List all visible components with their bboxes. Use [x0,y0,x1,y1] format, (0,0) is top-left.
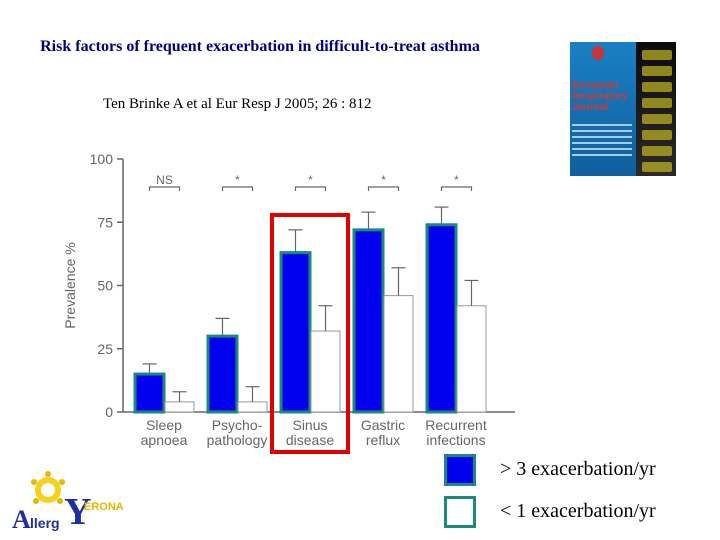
journal-cover-image: European Respiratory Journal [570,42,676,176]
x-tick-label: Sinus [292,417,327,433]
x-tick-label: reflux [366,432,400,448]
y-axis-label: Prevalence % [62,242,78,328]
logo-word-llerg: llerg [30,515,60,531]
legend-swatch-low [444,496,476,528]
x-tick-label: Psycho- [212,417,263,433]
lung-logo-icon [592,46,604,60]
logo-word-verona: ERONA [84,501,124,513]
journal-cover-lines [572,124,632,160]
legend-swatch-high [444,454,476,486]
significance-label: * [454,173,459,187]
bar-low [237,401,268,413]
x-tick-label: Sleep [146,417,182,433]
significance-bracket [221,186,254,191]
bar-low [383,295,414,413]
legend-label-high: > 3 exacerbation/yr [500,458,656,480]
significance-bracket [440,186,473,191]
bar-high [206,334,239,414]
x-tick-label: infections [426,432,485,448]
bar-low [456,305,487,413]
significance-bracket [148,186,181,191]
significance-label: * [308,173,313,187]
x-tick-label: disease [286,432,334,448]
bar-low [164,401,195,413]
x-tick-label: apnoea [141,432,188,448]
y-tick-label: 25 [97,341,113,357]
highlight-box [270,213,350,454]
bar-high [352,228,385,414]
slide-title: Risk factors of frequent exacerbation in… [40,38,480,55]
bar-high [425,223,458,414]
journal-cover-sidebar [636,42,676,176]
y-tick-label: 75 [97,214,113,230]
logo-letter-y: Y [64,491,91,532]
bar-high [133,372,166,414]
sun-icon [31,471,65,504]
x-tick-label: Gastric [361,417,405,433]
significance-bracket [367,186,400,191]
legend-label-low: < 1 exacerbation/yr [500,500,656,522]
bar-high [279,251,312,414]
allergy-verona-logo: A llerg Y ERONA [12,471,124,532]
y-tick-label: 50 [97,278,113,294]
journal-name: European Respiratory Journal [572,80,628,113]
y-tick-label: 100 [90,151,114,167]
logo-letter-a: A [12,505,31,532]
significance-label: NS [156,173,173,187]
y-tick-label: 0 [105,404,113,420]
significance-label: * [235,173,240,187]
x-tick-label: Recurrent [425,417,487,433]
significance-label: * [381,173,386,187]
bar-low [310,330,341,413]
citation: Ten Brinke A et al Eur Resp J 2005; 26 :… [103,96,372,112]
x-tick-label: pathology [207,432,268,448]
significance-bracket [294,186,327,191]
